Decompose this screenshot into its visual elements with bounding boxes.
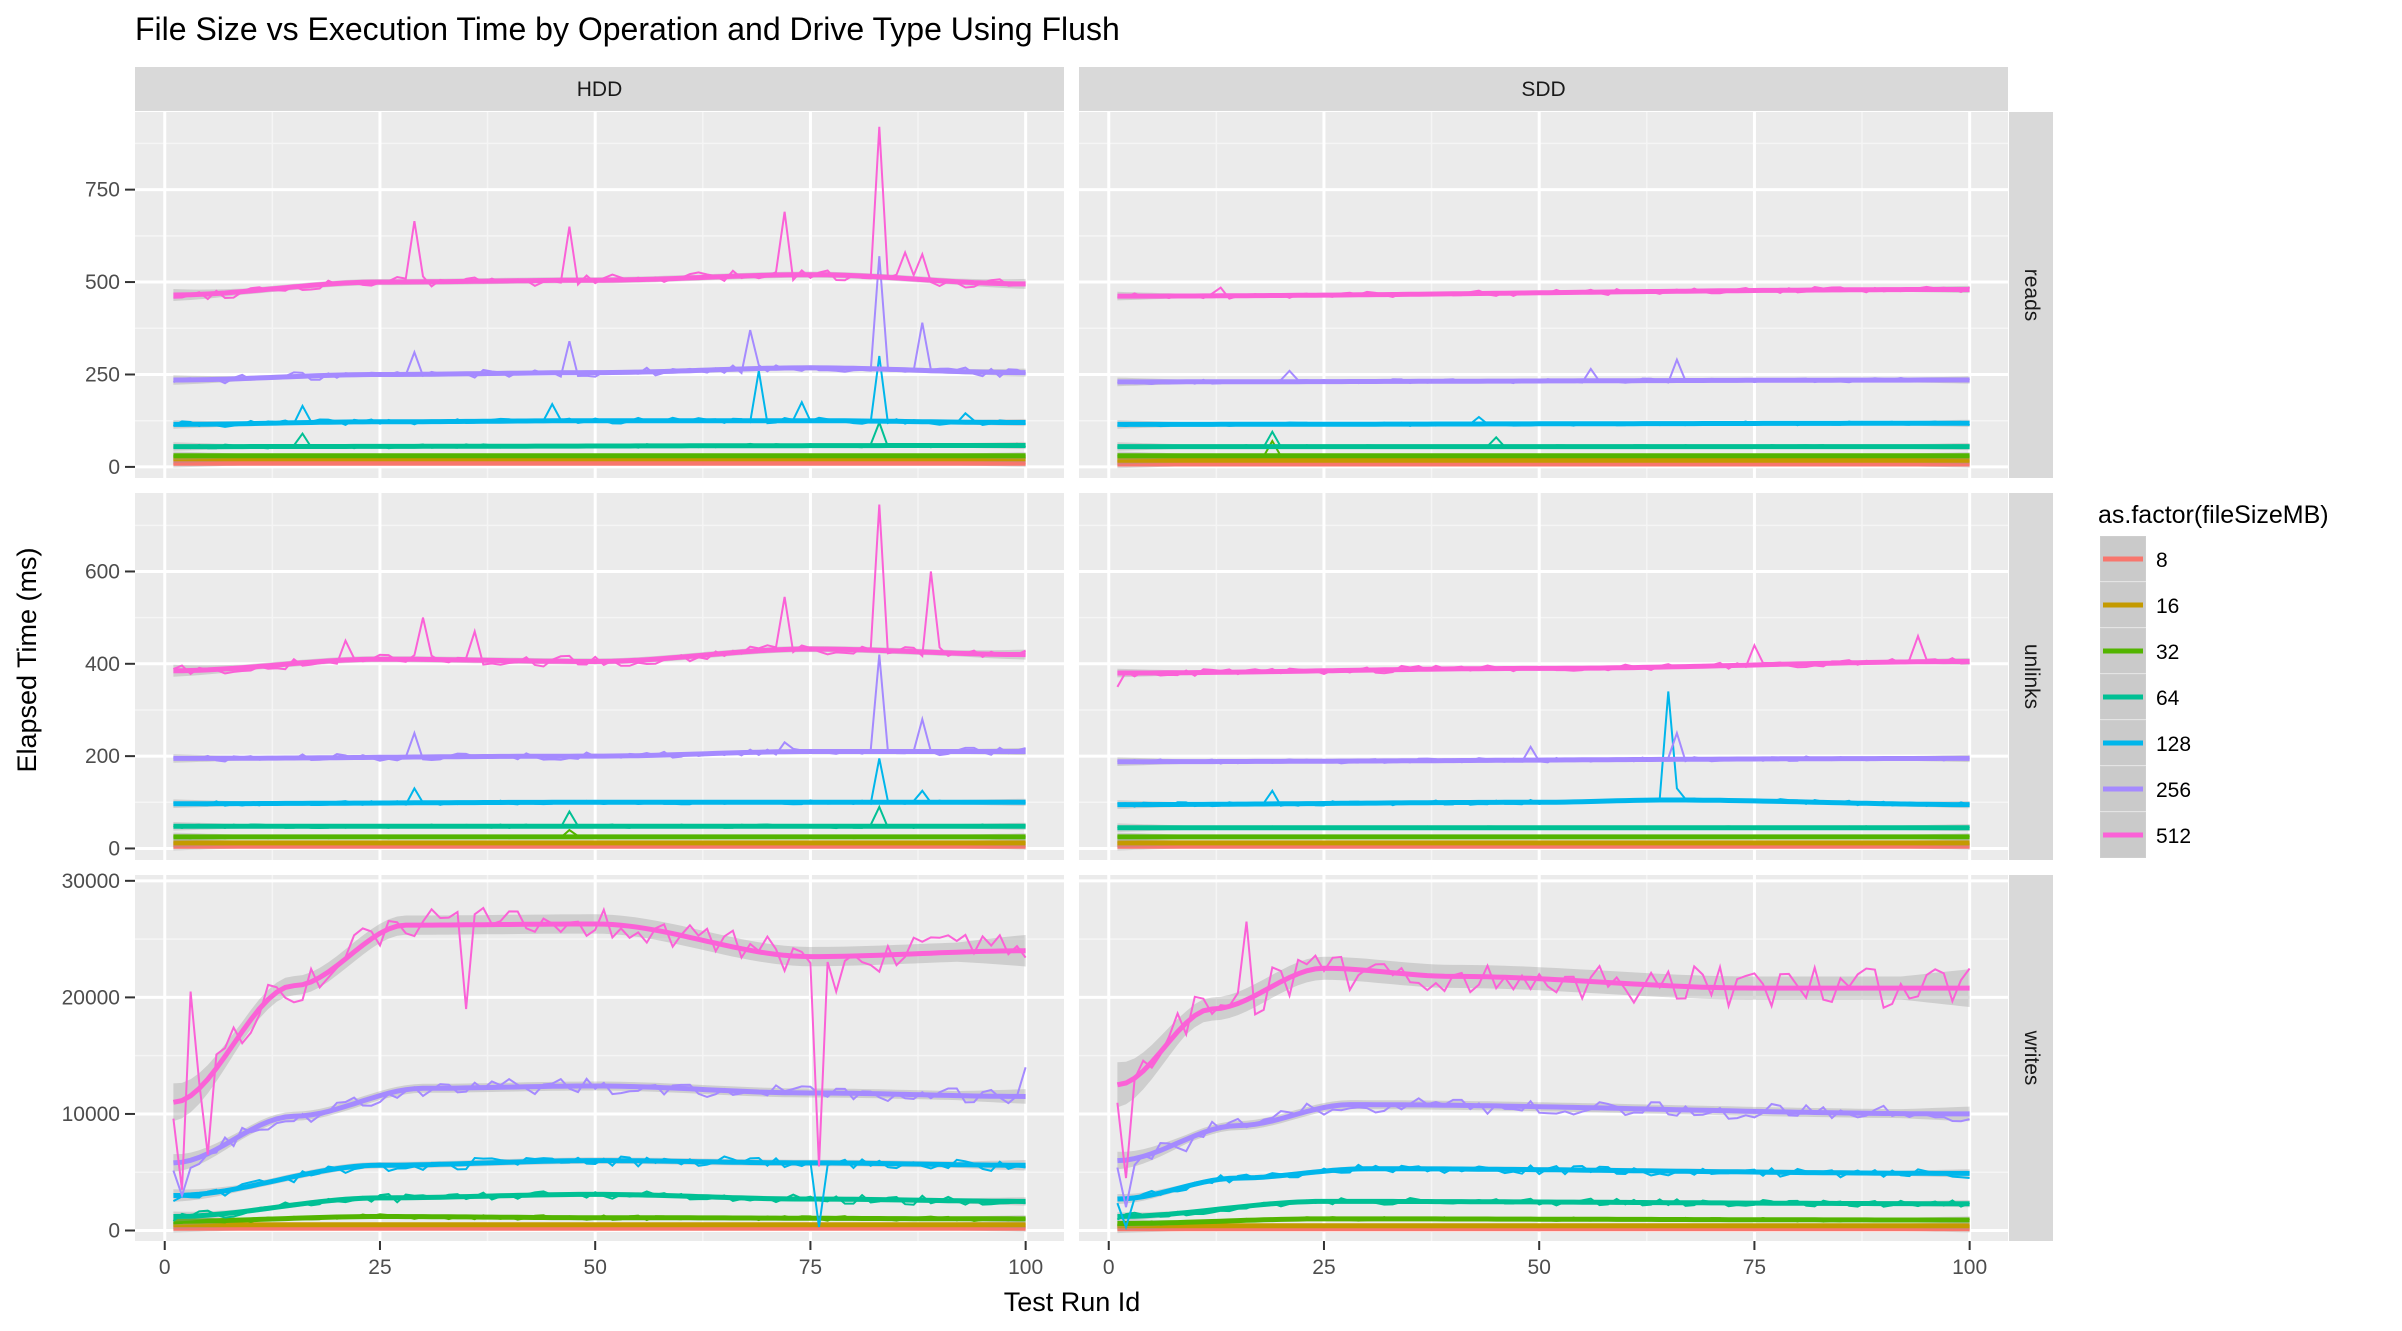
panel-hdd-reads bbox=[135, 112, 1064, 478]
panel-hdd-unlinks bbox=[135, 493, 1064, 860]
smooth-line-32 bbox=[1117, 1216, 1970, 1226]
confidence-band-512 bbox=[173, 914, 1026, 1122]
legend: 8 16 32 64 128 256 512 bbox=[2099, 535, 2191, 859]
panel-background bbox=[135, 112, 1064, 478]
legend-label-8: 8 bbox=[2156, 549, 2168, 572]
panel-background bbox=[1079, 875, 2008, 1241]
facet-strip-hdd bbox=[135, 67, 1064, 111]
smooth-line-128 bbox=[1117, 420, 1970, 427]
y-tick-label: 200 bbox=[85, 745, 120, 768]
legend-label-256: 256 bbox=[2156, 779, 2191, 802]
smooth-line-512 bbox=[1117, 287, 1970, 299]
smooth-line-256 bbox=[173, 749, 1026, 761]
plot-area: HDD SDDreads0250500750unlinks0200400600wr… bbox=[62, 67, 2053, 1279]
smooth-line-128 bbox=[173, 1158, 1026, 1198]
legend-title: as.factor(fileSizeMB) bbox=[2098, 501, 2329, 529]
smooth-line-256 bbox=[1117, 1102, 1970, 1164]
facet-label-unlinks: unlinks bbox=[2020, 644, 2043, 709]
y-tick-label: 0 bbox=[108, 1220, 120, 1243]
smooth-line-256 bbox=[173, 1083, 1026, 1166]
confidence-band-512 bbox=[173, 271, 1026, 301]
smooth-line-512 bbox=[1116, 965, 1970, 1088]
smooth-line-128 bbox=[173, 418, 1026, 427]
smooth-line-128 bbox=[173, 799, 1026, 807]
panel-background bbox=[135, 493, 1064, 860]
smooth-line-512 bbox=[173, 272, 1026, 298]
confidence-band-512 bbox=[1117, 956, 1970, 1108]
x-tick-label: 25 bbox=[368, 1256, 391, 1279]
x-tick-label: 75 bbox=[1743, 1256, 1766, 1279]
panel-background bbox=[1079, 493, 2008, 860]
x-axis-label: Test Run Id bbox=[1004, 1287, 1141, 1317]
smooth-line-64 bbox=[173, 1191, 1026, 1219]
smooth-line-512 bbox=[173, 646, 1026, 674]
y-tick-label: 400 bbox=[85, 653, 120, 676]
x-tick-label: 100 bbox=[1008, 1256, 1043, 1279]
facet-strip-writes bbox=[2009, 875, 2053, 1241]
legend-label-64: 64 bbox=[2156, 687, 2180, 710]
x-tick-label: 50 bbox=[1528, 1256, 1551, 1279]
smooth-line-256 bbox=[1117, 755, 1970, 765]
smooth-line-64 bbox=[173, 443, 1026, 450]
facet-label-writes: writes bbox=[2020, 1030, 2043, 1086]
x-tick-label: 75 bbox=[799, 1256, 822, 1279]
panel-sdd-writes bbox=[1079, 875, 2008, 1241]
y-tick-label: 20000 bbox=[62, 986, 120, 1009]
legend-label-512: 512 bbox=[2156, 825, 2191, 848]
x-tick-label: 100 bbox=[1952, 1256, 1987, 1279]
smooth-line-128 bbox=[1117, 1166, 1970, 1202]
x-tick-label: 0 bbox=[159, 1256, 171, 1279]
x-tick-label: 0 bbox=[1103, 1256, 1115, 1279]
facet-label-sdd: SDD bbox=[1521, 78, 1565, 101]
smooth-line-64 bbox=[1117, 1198, 1970, 1219]
x-tick-label: 50 bbox=[584, 1256, 607, 1279]
facet-strip-sdd bbox=[1079, 67, 2008, 111]
smooth-line-32 bbox=[173, 1214, 1026, 1224]
smooth-line-128 bbox=[1117, 797, 1970, 808]
y-tick-label: 0 bbox=[108, 837, 120, 860]
legend-label-128: 128 bbox=[2156, 733, 2191, 756]
facet-label-reads: reads bbox=[2020, 269, 2043, 322]
panel-sdd-reads bbox=[1079, 112, 2008, 478]
smooth-line-256 bbox=[173, 365, 1026, 383]
y-axis-label: Elapsed Time (ms) bbox=[12, 547, 42, 772]
chart-title: File Size vs Execution Time by Operation… bbox=[135, 11, 1120, 47]
facet-label-hdd: HDD bbox=[577, 78, 623, 101]
facet-strip-unlinks bbox=[2009, 493, 2053, 860]
legend-label-16: 16 bbox=[2156, 595, 2179, 618]
y-tick-label: 600 bbox=[85, 560, 120, 583]
y-tick-label: 10000 bbox=[62, 1103, 120, 1126]
smooth-line-256 bbox=[1117, 377, 1970, 385]
y-tick-label: 500 bbox=[85, 271, 120, 294]
y-tick-label: 0 bbox=[108, 456, 120, 479]
facet-strip-reads bbox=[2009, 112, 2053, 478]
y-tick-label: 750 bbox=[85, 179, 120, 202]
panel-hdd-writes bbox=[135, 875, 1064, 1241]
x-tick-label: 25 bbox=[1312, 1256, 1335, 1279]
smooth-line-512 bbox=[1117, 659, 1970, 676]
y-tick-label: 30000 bbox=[62, 870, 120, 893]
smooth-line-512 bbox=[172, 921, 1026, 1105]
y-tick-label: 250 bbox=[85, 363, 120, 386]
confidence-band-128 bbox=[173, 1157, 1026, 1202]
legend-label-32: 32 bbox=[2156, 641, 2179, 664]
panel-sdd-unlinks bbox=[1079, 493, 2008, 860]
